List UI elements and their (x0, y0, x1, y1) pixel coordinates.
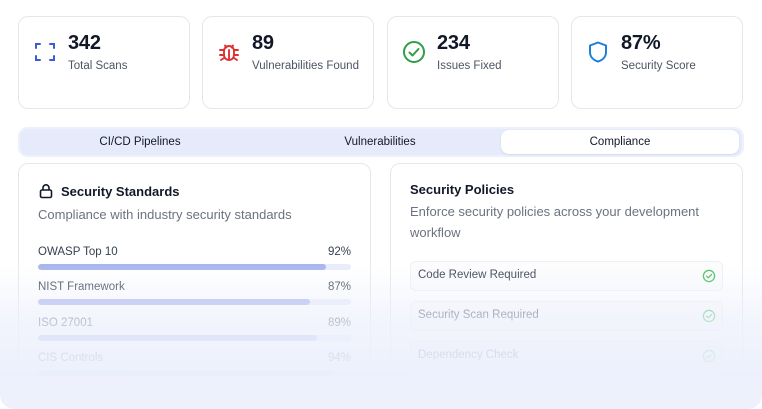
tab-bar: CI/CD Pipelines Vulnerabilities Complian… (18, 127, 744, 157)
stat-card-issues-fixed: 234 Issues Fixed (387, 16, 559, 109)
check-circle-icon (401, 39, 427, 65)
standard-name: ISO 27001 (38, 317, 93, 329)
progress-fill (38, 299, 311, 305)
check-circle-icon (702, 349, 716, 363)
stat-value: 89 (252, 32, 274, 54)
progress-fill (38, 370, 333, 376)
security-standards-panel: Security Standards Compliance with indus… (18, 163, 371, 409)
policy-name: Dependency Check (418, 349, 519, 361)
check-circle-icon (702, 269, 716, 283)
stat-label: Total Scans (68, 60, 128, 72)
stat-value: 87% (621, 32, 661, 54)
standard-name: OWASP Top 10 (38, 246, 118, 258)
lock-icon (39, 183, 53, 199)
stat-card-security-score: 87% Security Score (571, 16, 743, 109)
check-circle-icon (702, 309, 716, 323)
stat-value: 342 (68, 32, 101, 54)
stat-label: Issues Fixed (437, 60, 502, 72)
stat-card-total-scans: 342 Total Scans (18, 16, 190, 109)
progress-track (38, 370, 351, 376)
policy-name: Security Scan Required (418, 309, 539, 321)
standard-percent: 89% (327, 317, 351, 329)
standard-name: NIST Framework (38, 281, 125, 293)
bug-icon (216, 39, 242, 65)
panel-subtitle: Compliance with industry security standa… (38, 207, 292, 222)
scan-icon (32, 39, 58, 65)
standard-row: OWASP Top 10 92% (38, 246, 351, 276)
progress-track (38, 299, 351, 305)
tab-compliance[interactable]: Compliance (501, 130, 739, 154)
shield-icon (585, 39, 611, 65)
standard-percent: 94% (327, 352, 351, 364)
panel-title: Security Standards (61, 184, 180, 199)
progress-track (38, 264, 351, 270)
tab-vulnerabilities[interactable]: Vulnerabilities (344, 136, 416, 148)
standard-name: CIS Controls (38, 352, 104, 364)
stat-label: Vulnerabilities Found (252, 60, 359, 72)
security-policies-panel: Security Policies Enforce security polic… (390, 163, 743, 409)
standard-percent: 92% (327, 246, 351, 258)
standard-row: CIS Controls 94% (38, 352, 351, 382)
progress-fill (38, 335, 317, 341)
panel-subtitle: Enforce security policies across your de… (410, 204, 700, 240)
progress-track (38, 335, 351, 341)
stat-label: Security Score (621, 60, 696, 72)
tab-cicd-pipelines[interactable]: CI/CD Pipelines (99, 136, 181, 148)
policy-row[interactable]: Code Review Required (410, 261, 723, 291)
policy-row[interactable]: Security Scan Required (410, 301, 723, 331)
stat-value: 234 (437, 32, 470, 54)
standard-row: ISO 27001 89% (38, 317, 351, 347)
policy-row[interactable]: Dependency Check (410, 341, 723, 371)
standard-row: NIST Framework 87% (38, 281, 351, 311)
panel-title: Security Policies (410, 182, 515, 197)
progress-fill (38, 264, 326, 270)
stats-row: 342 Total Scans 89 Vulnerabilities Found (18, 16, 744, 109)
policy-name: Code Review Required (418, 269, 537, 281)
stat-card-vulnerabilities: 89 Vulnerabilities Found (202, 16, 374, 109)
standard-percent: 87% (327, 281, 351, 293)
